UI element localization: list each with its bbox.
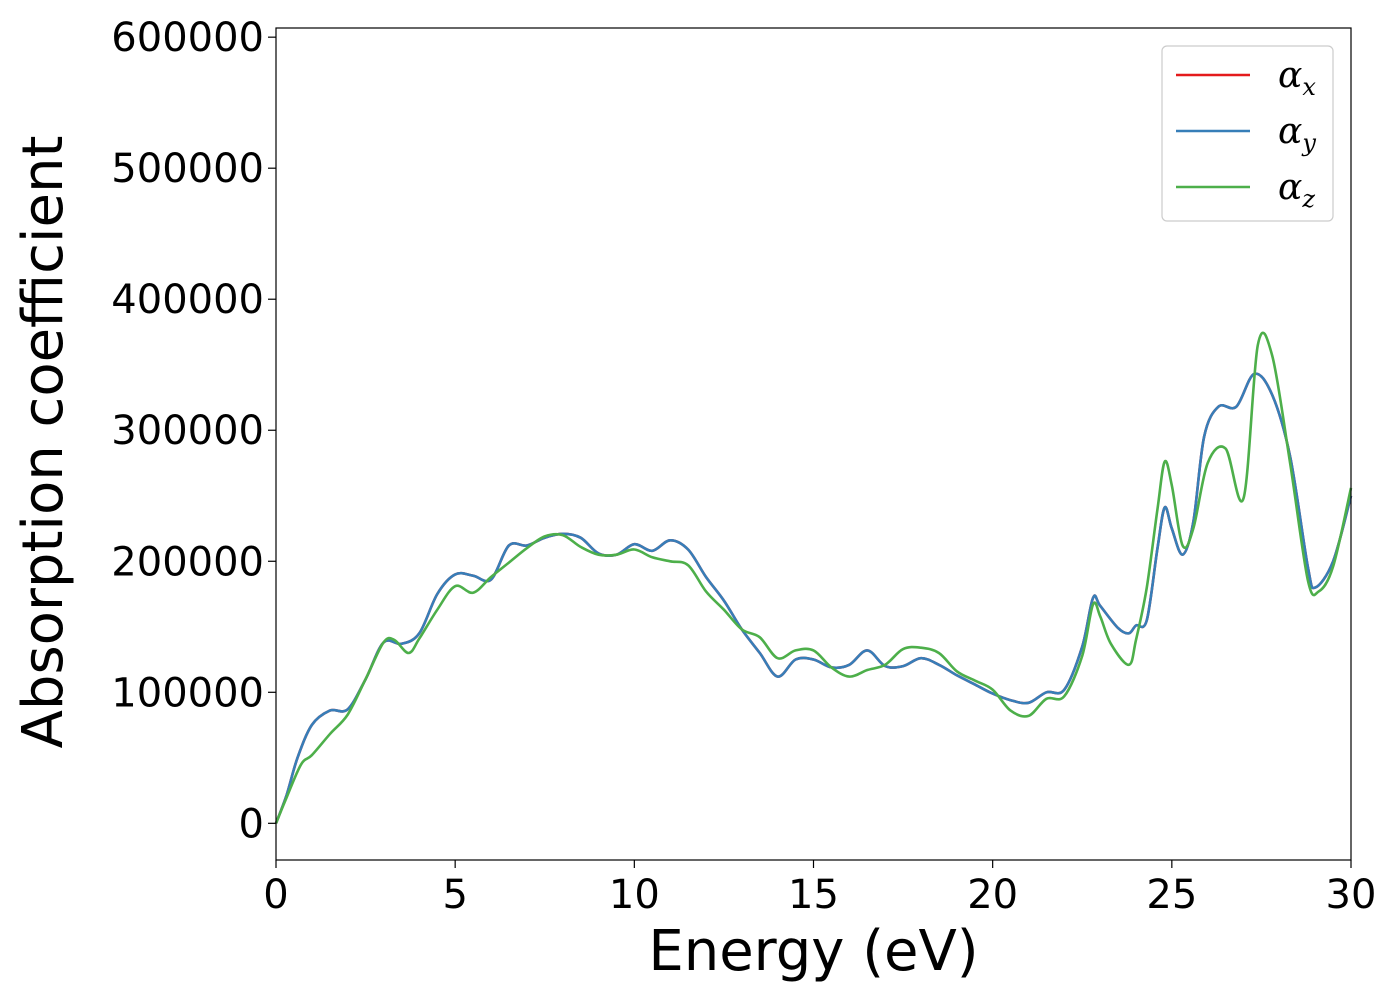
legend-subscript: y — [1301, 129, 1316, 157]
x-tick-label: 0 — [263, 872, 288, 918]
series-line-z — [274, 331, 1353, 824]
x-tick-label: 25 — [1146, 872, 1197, 918]
x-tick-label: 20 — [967, 872, 1018, 918]
x-tick-label: 30 — [1326, 872, 1377, 918]
x-axis-ticks: 0 5 10 15 20 25 30 — [263, 860, 1376, 918]
legend-box — [1161, 45, 1334, 222]
legend-symbol: α — [1278, 111, 1302, 152]
y-axis-ticks: 0 100000 200000 300000 400000 500000 600000 — [111, 15, 276, 847]
y-tick-label: 200000 — [111, 539, 264, 585]
legend-subscript: z — [1301, 185, 1315, 213]
y-tick-label: 300000 — [111, 408, 264, 454]
y-axis-label: Absorption coefficient — [11, 136, 76, 749]
y-tick-label: 0 — [239, 801, 264, 847]
y-tick-label: 400000 — [111, 277, 264, 323]
y-tick-label: 500000 — [111, 146, 264, 192]
x-tick-label: 5 — [442, 872, 467, 918]
series-line-x — [274, 372, 1353, 824]
x-tick-label: 15 — [788, 872, 839, 918]
legend-label-x: αx — [1278, 55, 1316, 101]
y-tick-label: 100000 — [111, 670, 264, 716]
series-line-y — [274, 372, 1353, 824]
legend-symbol: α — [1278, 55, 1302, 96]
legend-subscript: x — [1302, 73, 1316, 101]
x-axis-label: Energy (eV) — [648, 919, 978, 984]
legend-symbol: α — [1278, 167, 1302, 208]
series-lines — [274, 331, 1353, 824]
x-tick-label: 10 — [609, 872, 660, 918]
legend-label-y: αy — [1278, 111, 1316, 157]
y-tick-label: 600000 — [111, 15, 264, 61]
legend-label-z: αz — [1278, 167, 1315, 213]
